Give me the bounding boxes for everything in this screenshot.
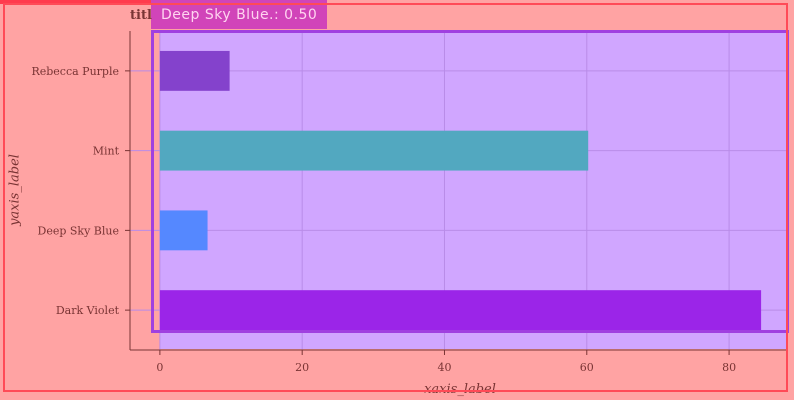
chart-title: titl: [130, 8, 152, 23]
x-tick-label: 60: [580, 361, 594, 374]
x-tick-label: 40: [437, 361, 451, 374]
bar: [159, 130, 589, 171]
y-tick-label: Mint: [93, 145, 120, 158]
bar: [159, 50, 230, 91]
bar: [159, 210, 208, 251]
y-tick-label: Rebecca Purple: [31, 65, 119, 78]
x-tick-label: 80: [722, 361, 736, 374]
axis-layer: Dark Violet Deep Sky Blue Mint Rebecca Purp…: [31, 31, 786, 374]
top-accent-strip: [0, 0, 192, 4]
x-axis-label: xaxis_label: [424, 382, 496, 397]
y-tick-label: Dark Violet: [56, 304, 120, 317]
x-tick-label: 0: [156, 361, 163, 374]
x-tick-label: 20: [295, 361, 309, 374]
bar: [159, 290, 762, 331]
bar-layer: [159, 50, 762, 331]
y-axis-label: yaxis_label: [7, 154, 23, 226]
y-tick-label: Deep Sky Blue: [38, 224, 120, 237]
hover-tooltip: Deep Sky Blue.: 0.50: [151, 0, 328, 29]
